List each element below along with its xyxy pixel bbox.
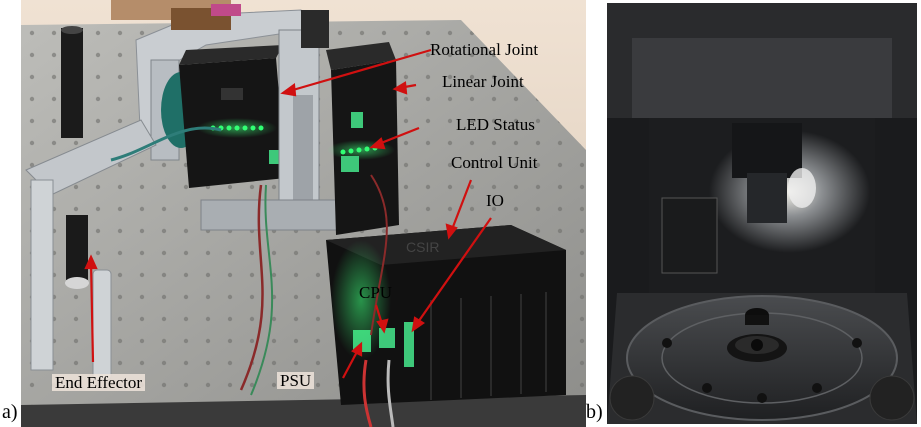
table-edge xyxy=(21,395,586,427)
label-io: IO xyxy=(486,191,504,210)
control-unit-brand: CSIR xyxy=(406,239,439,255)
label-cpu: CPU xyxy=(359,283,393,302)
stepper-top xyxy=(301,10,329,48)
panel-label-b: b) xyxy=(586,401,603,423)
control-unit-slots xyxy=(430,292,547,400)
label-led-status: LED Status xyxy=(456,115,535,134)
vertical-bracket xyxy=(30,179,54,371)
end-effector-bar xyxy=(92,269,112,381)
end-effector-motor xyxy=(66,215,88,280)
io-connector xyxy=(404,322,414,367)
led-strip-linear xyxy=(327,140,395,160)
label-linear-joint: Linear Joint xyxy=(442,72,524,91)
label-psu: PSU xyxy=(277,372,315,389)
black-tube xyxy=(61,28,83,138)
panel-label-a: a) xyxy=(2,401,18,423)
photo-robot-testbed: CSIR xyxy=(21,0,586,427)
label-end-effector: End Effector xyxy=(52,374,146,391)
label-rotational-joint: Rotational Joint xyxy=(430,40,539,59)
led-strip-rotational xyxy=(197,118,277,138)
spindle xyxy=(732,123,802,178)
label-control-unit: Control Unit xyxy=(451,153,538,172)
callout-arrows xyxy=(84,48,492,379)
black-box xyxy=(661,197,718,274)
photo-machine-interior xyxy=(607,3,917,424)
